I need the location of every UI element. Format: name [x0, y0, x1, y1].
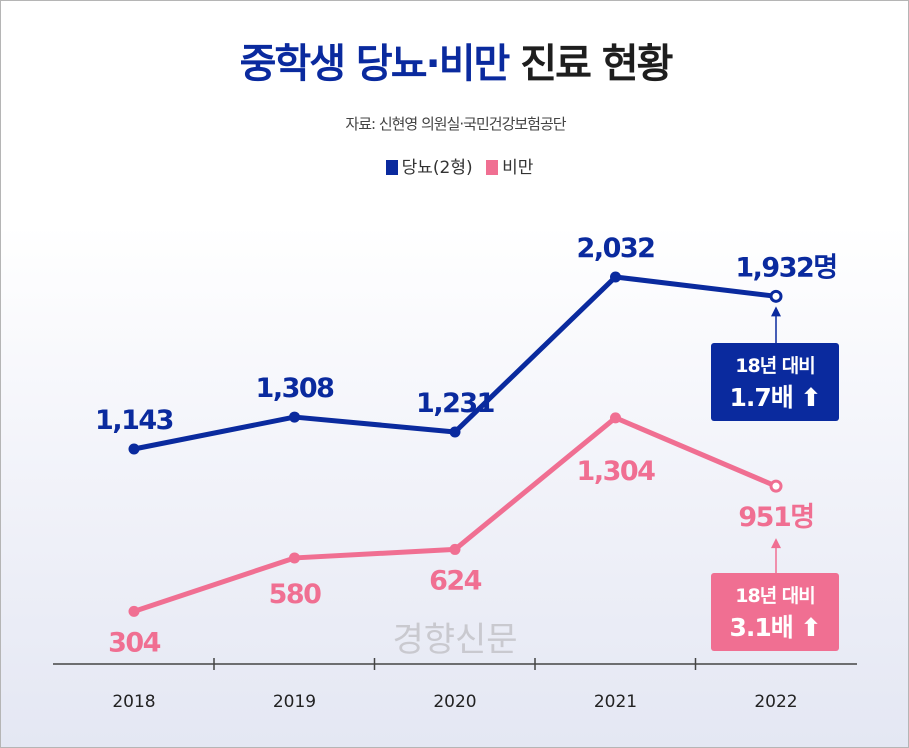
data-point: [769, 479, 783, 493]
annotation-line1: 18년 대비: [735, 355, 816, 377]
title-highlight: 중학생 당뇨·비만: [239, 41, 511, 87]
x-tick-label: 2019: [273, 692, 316, 712]
legend-label-obesity: 비만: [502, 158, 534, 178]
annotation-arrowhead: [771, 538, 781, 549]
data-label: 624: [429, 565, 482, 596]
legend-label-diabetes: 당뇨(2형): [401, 158, 473, 178]
title-rest: 진료 현황: [520, 41, 673, 87]
annotation-line1: 18년 대비: [735, 585, 816, 607]
data-point: [128, 443, 140, 455]
annotation-arrowhead: [771, 306, 781, 317]
x-tick-label: 2022: [754, 692, 797, 712]
chart-source: 자료: 신현영 의원실·국민건강보험공단: [345, 115, 566, 133]
data-point: [128, 605, 140, 617]
data-label: 1,308: [256, 373, 335, 404]
data-label: 1,143: [95, 405, 173, 436]
arrow-up-icon: ⬆: [800, 613, 822, 642]
annotation-obesity: 18년 대비 3.1배 ⬆: [711, 573, 839, 651]
legend-swatch-obesity: [486, 160, 499, 175]
arrow-up-icon: ⬆: [800, 383, 822, 412]
data-point: [449, 426, 461, 438]
annotation-line2: 1.7배: [729, 383, 794, 412]
annotation-line2: 3.1배: [729, 613, 794, 642]
data-point: [289, 411, 300, 423]
legend: 당뇨(2형) 비만: [1, 153, 908, 178]
x-tick-label: 2018: [112, 692, 155, 712]
data-point: [769, 289, 783, 303]
data-label: 2,032: [577, 233, 655, 264]
x-tick-label: 2020: [433, 692, 476, 712]
series-line-diabetes: [133, 274, 777, 452]
x-tick-label: 2021: [594, 692, 637, 712]
data-label: 1,304: [577, 456, 656, 487]
data-label: 580: [269, 579, 322, 610]
data-label: 1,231: [416, 388, 494, 419]
data-label: 951명: [738, 502, 813, 533]
chart-title: 중학생 당뇨·비만 진료 현황: [1, 31, 908, 89]
data-label: 304: [108, 627, 161, 658]
annotation-diabetes: 18년 대비 1.7배 ⬆: [711, 343, 839, 421]
watermark-logo: 경향신문: [392, 620, 517, 660]
data-label: 1,932명: [735, 252, 836, 283]
data-point: [610, 271, 621, 283]
legend-swatch-diabetes: [385, 160, 398, 175]
data-point: [289, 552, 300, 564]
data-point: [610, 412, 621, 424]
data-point: [449, 543, 461, 555]
